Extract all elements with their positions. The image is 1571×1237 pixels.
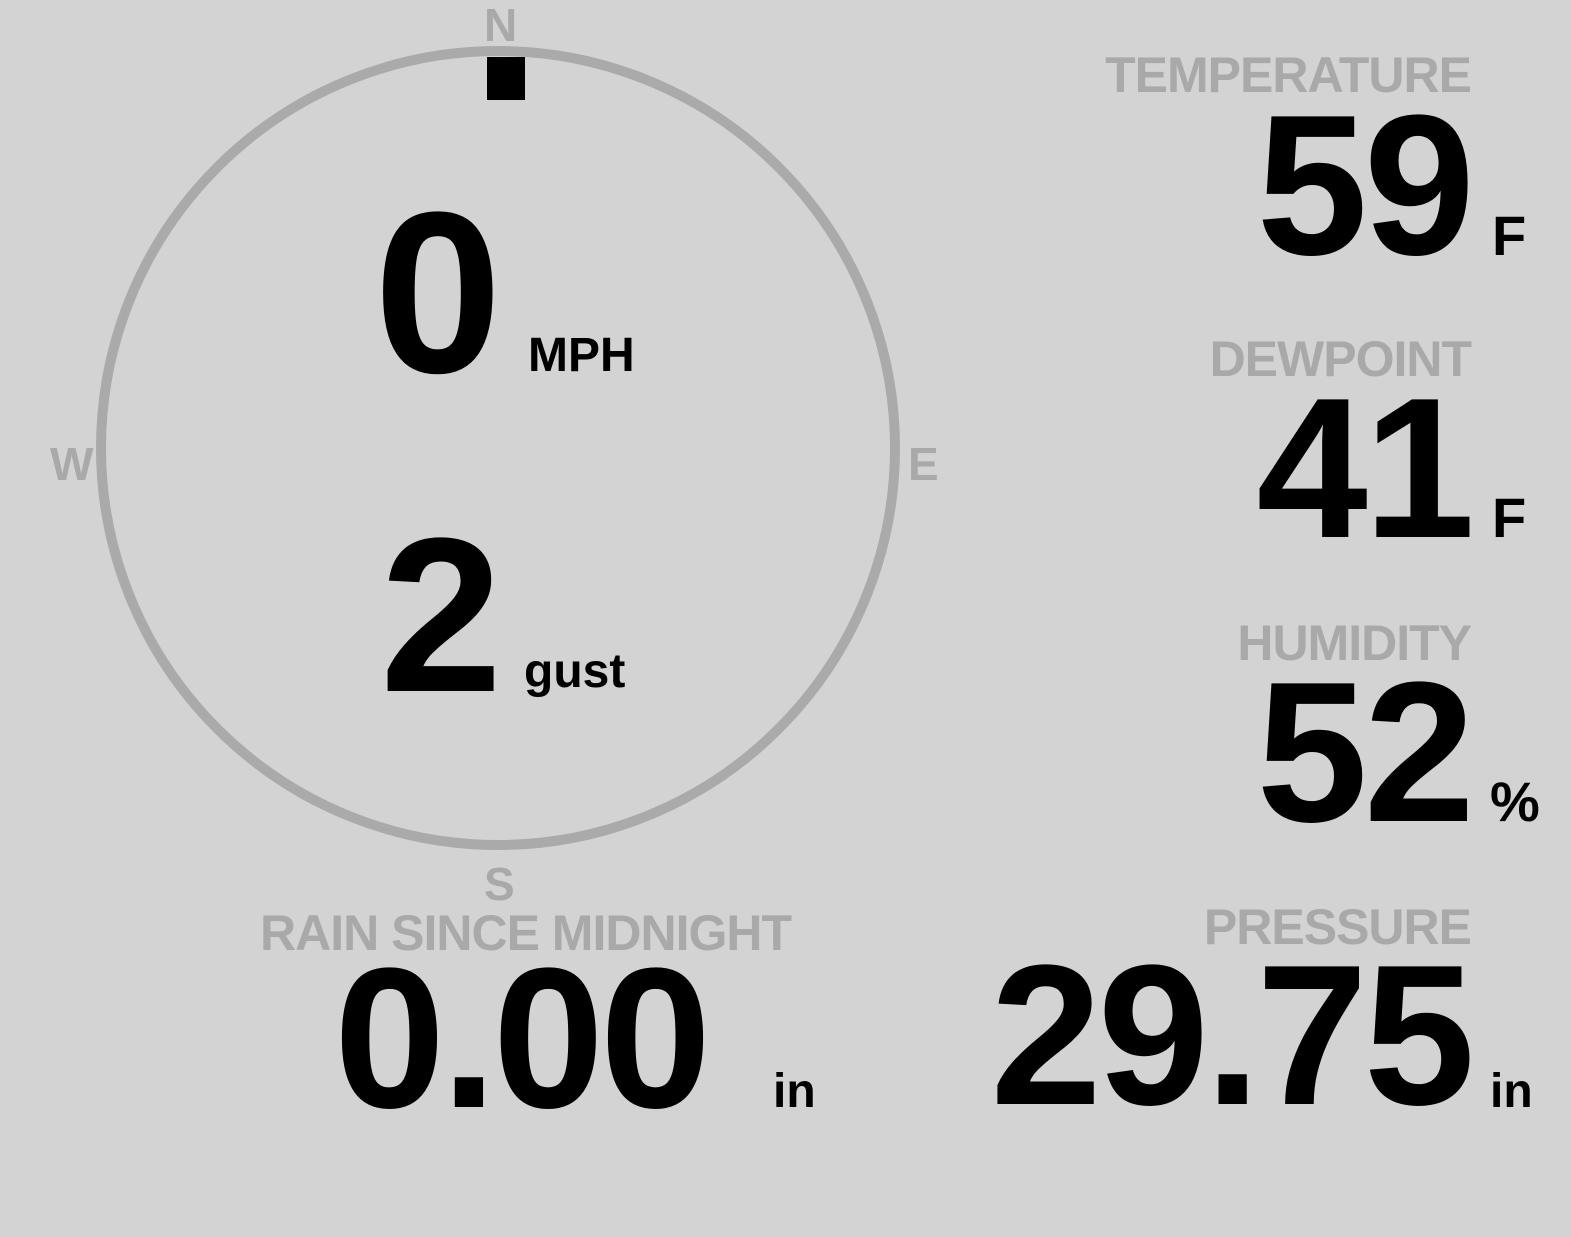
dewpoint-value: 41	[1256, 357, 1475, 580]
wind-speed-unit: MPH	[528, 329, 635, 382]
compass-ring	[96, 46, 900, 850]
compass-west: W	[50, 438, 94, 490]
rain-value: 0.00	[334, 927, 711, 1150]
humidity-unit: %	[1490, 770, 1540, 833]
compass-north: N	[484, 0, 518, 51]
humidity-label: HUMIDITY	[1237, 615, 1472, 671]
wind-speed-value: 0	[374, 164, 502, 421]
temperature-value: 59	[1256, 74, 1475, 297]
pressure-unit: in	[1490, 1065, 1533, 1118]
wind-gust-label: gust	[524, 645, 626, 698]
dewpoint-label: DEWPOINT	[1209, 331, 1472, 387]
dewpoint-unit: F	[1492, 486, 1527, 549]
rain-unit: in	[773, 1065, 816, 1118]
humidity-value: 52	[1256, 641, 1475, 864]
temperature-label: TEMPERATURE	[1105, 47, 1472, 103]
pressure-label: PRESSURE	[1203, 899, 1472, 955]
temperature-unit: F	[1492, 204, 1527, 267]
rain-label: RAIN SINCE MIDNIGHT	[260, 905, 792, 961]
compass-south: S	[484, 858, 515, 910]
compass-east: E	[908, 438, 939, 490]
wind-direction-marker	[487, 57, 525, 100]
pressure-value: 29.75	[990, 924, 1475, 1147]
wind-gust-value: 2	[380, 492, 502, 738]
